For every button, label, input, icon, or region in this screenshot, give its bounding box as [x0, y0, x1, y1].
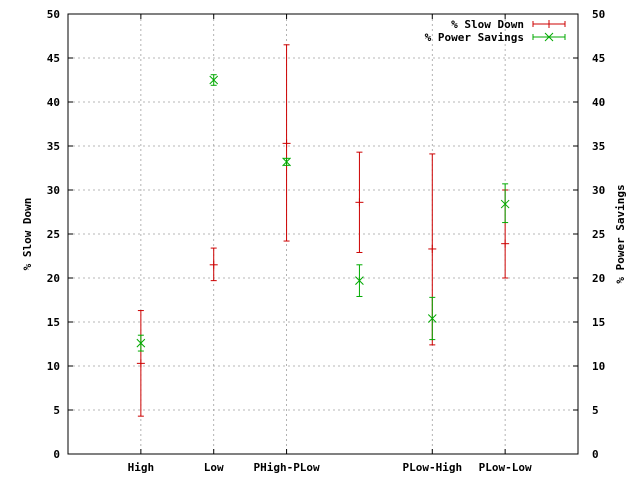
y2-tick-label: 15: [592, 316, 605, 329]
y2-tick-label: 20: [592, 272, 605, 285]
data-point: [355, 264, 364, 297]
data-point: [209, 247, 218, 282]
y2-tick-label: 25: [592, 228, 605, 241]
y2-axis-tick-labels: 0 5 10 15 20 25 30 35 40 45 50: [592, 8, 605, 461]
point-marker-d2: [427, 314, 437, 323]
y-tick-label: 50: [47, 8, 60, 21]
y-axis-tick-labels: 0 5 10 15 20 25 30 35 40 45 50: [47, 8, 60, 461]
legend-sample-power-savings: [532, 32, 566, 42]
data-point: [209, 74, 219, 86]
y-tick-label: 15: [47, 316, 60, 329]
y2-axis-title: % Power Savings: [614, 184, 627, 283]
data-point: [282, 44, 291, 242]
x-tick-label: PLow-High: [402, 461, 462, 474]
data-point: [136, 334, 146, 352]
legend-marker-d2: [544, 32, 554, 42]
y-tick-label: 5: [53, 404, 60, 417]
x-axis-tick-labels: High Low PHigh-PLow PLow-High PLow-Low: [128, 461, 532, 474]
legend-label-slow-down: % Slow Down: [451, 18, 524, 31]
series-0: [136, 44, 510, 417]
point-marker-d2: [282, 157, 291, 167]
axis-ticks: [68, 13, 578, 455]
x-tick-label: PLow-Low: [479, 461, 532, 474]
y2-tick-label: 45: [592, 52, 605, 65]
y2-tick-label: 40: [592, 96, 605, 109]
y2-tick-label: 0: [592, 448, 599, 461]
y-axis-title: % Slow Down: [21, 198, 34, 271]
data-point: [282, 157, 291, 167]
data-point: [427, 296, 437, 341]
y-tick-label: 30: [47, 184, 60, 197]
y-tick-label: 25: [47, 228, 60, 241]
y2-tick-label: 35: [592, 140, 605, 153]
y2-tick-label: 30: [592, 184, 605, 197]
y-tick-label: 45: [47, 52, 60, 65]
point-marker-d2: [500, 199, 510, 209]
y-tick-label: 10: [47, 360, 60, 373]
y-tick-label: 20: [47, 272, 60, 285]
y2-tick-label: 5: [592, 404, 599, 417]
legend-sample-slow-down: [532, 20, 566, 28]
data-point: [355, 151, 364, 253]
y-tick-label: 35: [47, 140, 60, 153]
y-tick-label: 0: [53, 448, 60, 461]
y2-tick-label: 50: [592, 8, 605, 21]
data-point: [500, 183, 510, 224]
data-point: [136, 310, 145, 417]
grid: [68, 14, 578, 454]
y-tick-label: 40: [47, 96, 60, 109]
x-tick-label: PHigh-PLow: [253, 461, 320, 474]
y2-tick-label: 10: [592, 360, 605, 373]
series-1: [136, 74, 510, 352]
point-marker-d2: [355, 276, 364, 285]
legend: % Slow Down % Power Savings: [425, 18, 566, 44]
legend-label-power-savings: % Power Savings: [425, 31, 524, 44]
point-marker-d2: [136, 338, 146, 348]
point-marker-d2: [209, 75, 219, 85]
x-tick-label: Low: [204, 461, 224, 474]
x-tick-label: High: [128, 461, 155, 474]
data-series: [136, 44, 510, 417]
